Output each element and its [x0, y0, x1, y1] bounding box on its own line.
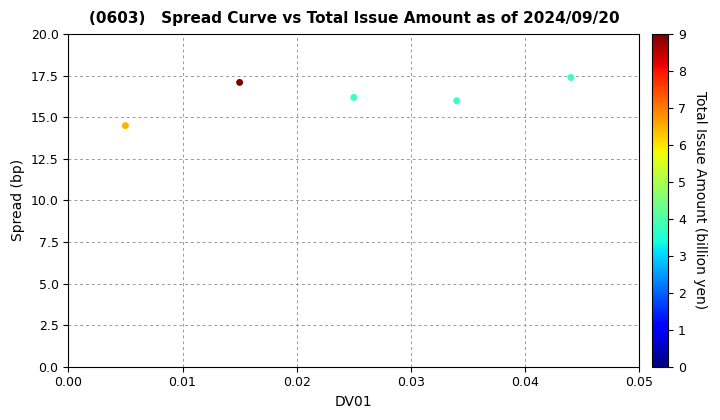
- Y-axis label: Spread (bp): Spread (bp): [11, 159, 25, 242]
- Y-axis label: Total Issue Amount (billion yen): Total Issue Amount (billion yen): [693, 92, 707, 310]
- X-axis label: DV01: DV01: [335, 395, 373, 409]
- Point: [234, 79, 246, 86]
- Point: [120, 122, 131, 129]
- Point: [451, 97, 462, 104]
- Point: [565, 74, 577, 81]
- Title: (0603)   Spread Curve vs Total Issue Amount as of 2024/09/20: (0603) Spread Curve vs Total Issue Amoun…: [89, 11, 619, 26]
- Point: [348, 94, 359, 101]
